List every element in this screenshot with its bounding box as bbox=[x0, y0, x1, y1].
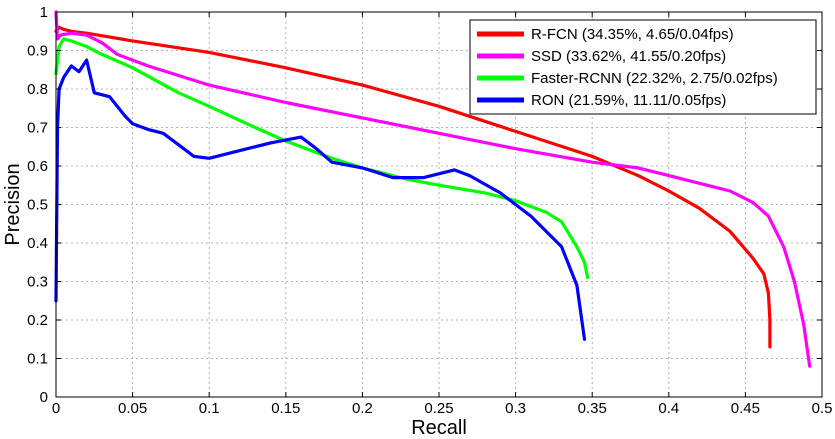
legend-label-4: RON (21.59%, 11.11/0.05fps) bbox=[531, 92, 726, 109]
series-line-3 bbox=[54, 37, 590, 280]
y-tick-label: 0.1 bbox=[27, 351, 48, 368]
series-line-4 bbox=[54, 58, 587, 341]
series-line-1 bbox=[54, 25, 772, 349]
x-tick-label: 0.45 bbox=[731, 400, 760, 417]
y-tick-label: 0.4 bbox=[27, 235, 48, 252]
legend-label-1: R-FCN (34.35%, 4.65/0.04fps) bbox=[531, 26, 734, 43]
legend: R-FCN (34.35%, 4.65/0.04fps) SSD (33.62%,… bbox=[469, 19, 817, 115]
y-tick-label: 0.8 bbox=[27, 81, 48, 98]
x-tick-label: 0.35 bbox=[578, 400, 607, 417]
x-tick-label: 0.2 bbox=[352, 400, 373, 417]
y-tick-label: 0.2 bbox=[27, 312, 48, 329]
x-tick-label: 0.15 bbox=[271, 400, 300, 417]
x-tick-label: 0 bbox=[52, 400, 60, 417]
legend-label-3: Faster-RCNN (22.32%, 2.75/0.02fps) bbox=[531, 70, 778, 87]
x-tick-label: 0.3 bbox=[505, 400, 526, 417]
y-axis-label: Precision bbox=[2, 163, 24, 245]
x-tick-label: 0.05 bbox=[118, 400, 147, 417]
x-tick-label: 0.5 bbox=[812, 400, 833, 417]
legend-label-2: SSD (33.62%, 41.55/0.20fps) bbox=[531, 48, 726, 65]
y-tick-label: 1 bbox=[40, 4, 48, 21]
ticks: 0 0.05 0.1 0.15 0.2 0.25 0.3 0.35 0.4 0.45 0.5 0 0.1… bbox=[27, 4, 832, 417]
y-tick-label: 0.9 bbox=[27, 43, 48, 60]
x-tick-label: 0.1 bbox=[199, 400, 220, 417]
x-axis-label: Recall bbox=[411, 417, 467, 439]
grid bbox=[56, 12, 822, 397]
legend-box bbox=[469, 19, 817, 115]
y-tick-label: 0.3 bbox=[27, 274, 48, 291]
series-lines bbox=[54, 10, 812, 368]
y-tick-label: 0.6 bbox=[27, 158, 48, 175]
series-line-2 bbox=[54, 10, 812, 368]
x-tick-label: 0.4 bbox=[658, 400, 679, 417]
y-tick-label: 0.5 bbox=[27, 197, 48, 214]
y-tick-label: 0.7 bbox=[27, 120, 48, 137]
y-tick-label: 0 bbox=[40, 389, 48, 406]
x-tick-label: 0.25 bbox=[424, 400, 453, 417]
